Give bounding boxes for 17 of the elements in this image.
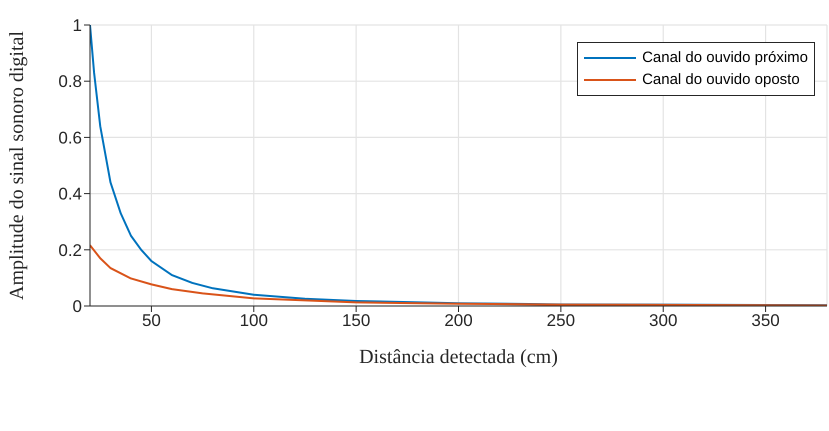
y-tick-label: 0.6 bbox=[58, 128, 82, 148]
x-tick-label: 200 bbox=[444, 311, 473, 330]
y-tick-label: 0.8 bbox=[58, 72, 82, 92]
x-tick-label: 350 bbox=[751, 311, 780, 330]
x-tick-label: 100 bbox=[240, 311, 268, 330]
x-tick-label: 50 bbox=[142, 311, 161, 330]
legend-label: Canal do ouvido próximo bbox=[642, 48, 808, 68]
y-tick-label: 0.4 bbox=[58, 184, 82, 204]
y-tick-label: 0 bbox=[72, 297, 82, 316]
x-tick-label: 300 bbox=[649, 311, 678, 330]
x-tick-label: 150 bbox=[342, 311, 370, 330]
y-tick-label: 0.2 bbox=[58, 240, 82, 260]
y-axis-title: Amplitude do sinal sonoro digital bbox=[6, 30, 28, 300]
y-tick-label: 1 bbox=[72, 16, 82, 36]
x-tick-label: 250 bbox=[546, 311, 576, 330]
legend-label: Canal do ouvido oposto bbox=[642, 70, 800, 90]
x-axis-title: Distância detectada (cm) bbox=[359, 346, 558, 368]
